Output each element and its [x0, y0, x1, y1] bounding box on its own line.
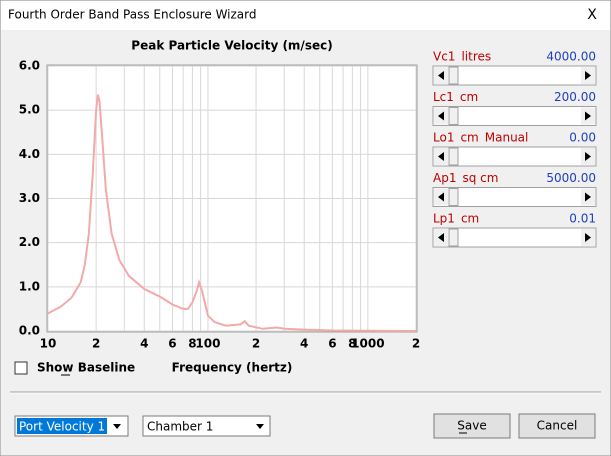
parameter-value: 4000.00: [546, 50, 596, 64]
dropdown-arrow: [113, 424, 121, 429]
selection-highlight: [17, 418, 107, 434]
parameter-value: 0.01: [569, 212, 596, 226]
slider-track[interactable]: [432, 106, 597, 126]
y-tick-label: 4.0: [19, 147, 40, 161]
x-tick-label: 8: [348, 337, 356, 351]
save-button[interactable]: [433, 413, 511, 439]
x-tick-label: 2: [252, 337, 260, 351]
slider-right-arrow: [585, 192, 591, 202]
slider-right-arrow: [585, 152, 591, 161]
parameter-value: 0.00: [569, 131, 596, 145]
slider-left-arrow: [438, 233, 444, 242]
chamber-select[interactable]: [142, 415, 271, 437]
x-tick-label: 6: [328, 337, 336, 351]
x-tick-label: 2: [412, 337, 420, 351]
cancel-label: Cancel: [537, 419, 578, 433]
slider-thumb[interactable]: [448, 147, 459, 166]
checkbox-label[interactable]: Show Baseline: [37, 361, 135, 375]
parameter-name: Lc1: [433, 90, 454, 104]
parameter-mode: Manual: [485, 131, 529, 145]
parameter-name: Ap1: [433, 171, 456, 185]
y-tick-label: 6.0: [19, 59, 40, 73]
slider-thumb[interactable]: [448, 66, 459, 85]
slider-right-arrow: [585, 111, 591, 121]
parameter-unit: cm: [460, 131, 478, 145]
slider-thumb[interactable]: [448, 228, 459, 247]
parameter-unit: cm: [460, 90, 478, 104]
cancel-button[interactable]: [518, 413, 596, 439]
window-title: Fourth Order Band Pass Enclosure Wizard: [8, 8, 257, 22]
slider-left-arrow: [438, 192, 444, 202]
slider-right-arrow: [585, 71, 591, 80]
x-tick-label: 4: [300, 337, 308, 351]
dropdown-arrow: [256, 424, 264, 429]
parameter-name: Vc1: [433, 50, 455, 64]
save-label: Save: [457, 419, 486, 433]
x-axis-label: Frequency (hertz): [172, 361, 293, 375]
x-tick-label: 100: [195, 337, 220, 351]
x-tick-label: 6: [168, 337, 176, 351]
x-tick-label: 10: [40, 337, 57, 351]
parameter-name: Lo1: [433, 131, 454, 145]
slider-track[interactable]: [432, 227, 597, 248]
x-tick-label: 8: [188, 337, 196, 351]
data-line: [47, 94, 417, 332]
chamber-select-value: Chamber 1: [147, 420, 213, 434]
y-tick-label: 3.0: [19, 191, 40, 205]
slider-thumb[interactable]: [448, 188, 459, 206]
y-tick-label: 1.0: [19, 279, 40, 293]
slider-track[interactable]: [432, 187, 597, 207]
slider-track[interactable]: [432, 146, 597, 167]
y-tick-label: 0.0: [19, 324, 40, 338]
parameter-unit: litres: [461, 50, 491, 64]
x-tick-label: 2: [92, 337, 100, 351]
parameter-value: 5000.00: [546, 171, 596, 185]
slider-right-arrow: [585, 233, 591, 242]
chart-title: Peak Particle Velocity (m/sec): [131, 39, 332, 53]
slider-track[interactable]: [432, 65, 597, 86]
y-tick-label: 2.0: [19, 235, 40, 249]
parameter-value: 200.00: [554, 90, 596, 104]
parameter-unit: sq cm: [462, 171, 498, 185]
slider-left-arrow: [438, 111, 444, 121]
y-tick-label: 5.0: [19, 103, 40, 117]
x-tick-label: 4: [140, 337, 148, 351]
x-tick-label: 1000: [351, 337, 384, 351]
parameter-name: Lp1: [433, 212, 455, 226]
plot-select-value: Port Velocity 1: [19, 420, 105, 434]
slider-thumb[interactable]: [448, 107, 459, 125]
checkbox[interactable]: [14, 361, 28, 375]
title-bar: [1, 1, 610, 30]
parameters: Vc1 litres 4000.00 Lc1 cm 200.00 Lo1 cm Manual 0.…: [432, 50, 597, 248]
slider-left-arrow: [438, 152, 444, 161]
close-button[interactable]: X: [587, 7, 597, 23]
slider-left-arrow: [438, 71, 444, 80]
parameter-unit: cm: [461, 212, 479, 226]
